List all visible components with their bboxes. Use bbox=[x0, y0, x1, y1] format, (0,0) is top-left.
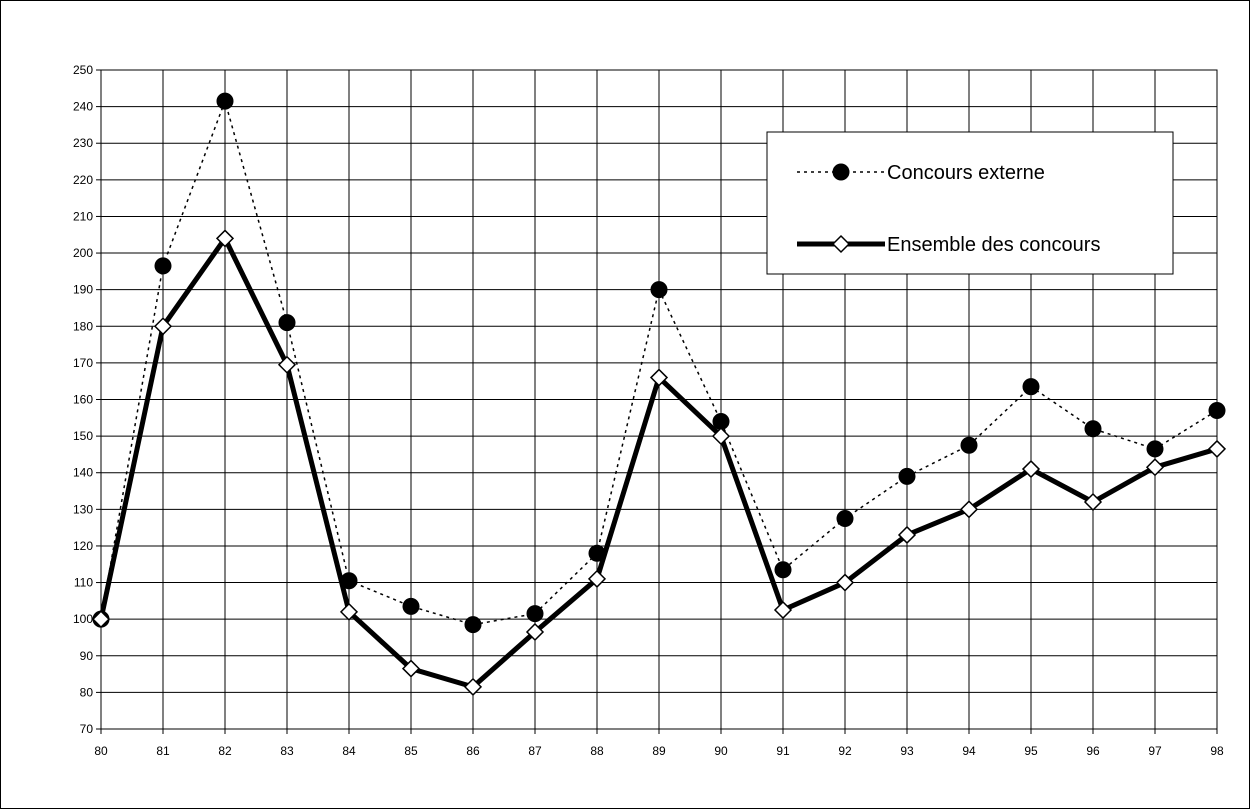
data-point bbox=[278, 314, 296, 332]
data-point bbox=[525, 622, 545, 642]
legend-label: Ensemble des concours bbox=[887, 234, 1100, 256]
data-point bbox=[897, 525, 917, 545]
x-tick-label: 81 bbox=[156, 744, 170, 758]
x-tick-label: 80 bbox=[94, 744, 108, 758]
plot-area-border bbox=[100, 69, 1218, 730]
y-tick-label: 240 bbox=[73, 100, 93, 114]
y-tick-label: 150 bbox=[73, 429, 93, 443]
data-point bbox=[960, 436, 978, 454]
x-tick-label: 95 bbox=[1024, 744, 1038, 758]
y-tick-label: 120 bbox=[73, 539, 93, 553]
data-point bbox=[401, 659, 421, 678]
x-tick-label: 97 bbox=[1148, 744, 1162, 758]
x-tick-label: 93 bbox=[900, 744, 914, 758]
y-tick-label: 90 bbox=[80, 649, 94, 663]
y-tick-label: 170 bbox=[73, 356, 93, 370]
x-tick-label: 91 bbox=[776, 744, 790, 758]
x-tick-label: 98 bbox=[1210, 744, 1224, 758]
x-tick-label: 84 bbox=[342, 744, 356, 758]
data-point bbox=[339, 602, 359, 621]
x-tick-label: 92 bbox=[838, 744, 852, 758]
data-point bbox=[649, 368, 669, 387]
data-point bbox=[216, 92, 234, 110]
x-tick-label: 86 bbox=[466, 744, 480, 758]
legend-label: Concours externe bbox=[887, 162, 1045, 184]
data-point bbox=[91, 610, 111, 629]
y-tick-label: 80 bbox=[80, 685, 94, 699]
x-tick-label: 89 bbox=[652, 744, 666, 758]
x-tick-label: 96 bbox=[1086, 744, 1100, 758]
legend-marker bbox=[831, 234, 851, 254]
legend-marker bbox=[832, 163, 850, 181]
y-tick-label: 100 bbox=[73, 612, 93, 626]
y-tick-label: 180 bbox=[73, 319, 93, 333]
data-point bbox=[1145, 458, 1165, 477]
data-point bbox=[1021, 460, 1041, 479]
y-tick-label: 200 bbox=[73, 246, 93, 260]
data-point bbox=[526, 605, 544, 623]
axes: 7080901001101201301401501601701801902002… bbox=[73, 63, 1224, 758]
y-tick-label: 130 bbox=[73, 502, 93, 516]
data-point bbox=[959, 500, 979, 519]
x-tick-label: 90 bbox=[714, 744, 728, 758]
x-tick-label: 88 bbox=[590, 744, 604, 758]
y-tick-label: 140 bbox=[73, 466, 93, 480]
x-tick-label: 85 bbox=[404, 744, 418, 758]
data-point bbox=[1146, 440, 1164, 458]
legend: Concours externe Ensemble des concours bbox=[766, 131, 1174, 275]
data-point bbox=[774, 561, 792, 579]
data-point bbox=[1083, 492, 1103, 512]
data-point bbox=[464, 616, 482, 634]
data-point bbox=[153, 317, 173, 336]
legend-box bbox=[766, 131, 1174, 275]
y-tick-label: 70 bbox=[80, 722, 94, 736]
series-1 bbox=[91, 229, 1227, 696]
y-tick-label: 110 bbox=[74, 576, 93, 590]
x-tick-label: 82 bbox=[218, 744, 232, 758]
series-group bbox=[91, 92, 1227, 696]
data-point bbox=[154, 257, 172, 275]
y-tick-label: 220 bbox=[73, 173, 93, 187]
x-tick-label: 94 bbox=[962, 744, 976, 758]
data-point bbox=[773, 600, 793, 620]
data-point bbox=[402, 597, 420, 615]
data-point bbox=[835, 573, 855, 592]
y-tick-label: 230 bbox=[73, 136, 93, 150]
data-point bbox=[587, 569, 607, 588]
data-point bbox=[1208, 401, 1226, 419]
data-point bbox=[650, 281, 668, 299]
data-point bbox=[711, 427, 731, 446]
x-tick-label: 83 bbox=[280, 744, 294, 758]
data-point bbox=[215, 229, 235, 248]
data-point bbox=[898, 467, 916, 485]
y-tick-label: 190 bbox=[73, 283, 93, 297]
data-point bbox=[1022, 378, 1040, 396]
data-point bbox=[463, 677, 483, 696]
data-point bbox=[277, 355, 297, 374]
y-tick-label: 210 bbox=[73, 209, 93, 223]
y-tick-label: 160 bbox=[73, 393, 93, 407]
data-point bbox=[1084, 420, 1102, 438]
y-tick-label: 250 bbox=[73, 63, 93, 77]
data-point bbox=[1207, 439, 1227, 458]
x-tick-label: 87 bbox=[528, 744, 542, 758]
data-point bbox=[836, 509, 854, 527]
